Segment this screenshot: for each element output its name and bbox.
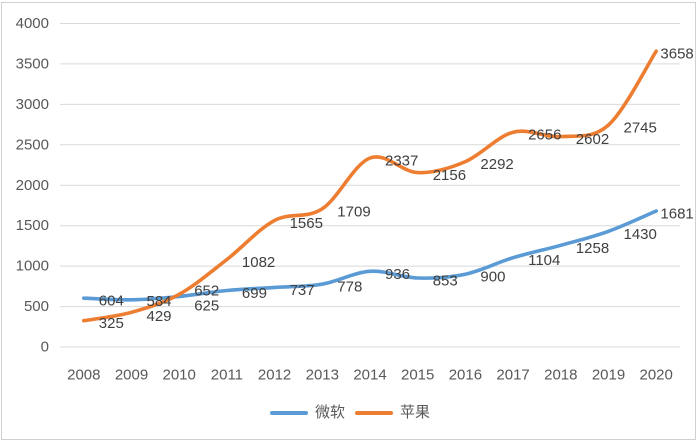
x-axis-label: 2016 xyxy=(449,367,482,384)
data-label: 936 xyxy=(385,266,410,283)
data-label: 652 xyxy=(194,282,219,299)
x-axis-label: 2020 xyxy=(640,367,673,384)
y-tick-label: 500 xyxy=(24,298,49,315)
x-axis-label: 2009 xyxy=(115,367,148,384)
data-label: 900 xyxy=(480,269,505,286)
y-tick-label: 0 xyxy=(41,339,49,356)
data-label: 2337 xyxy=(385,153,418,170)
y-tick-label: 1000 xyxy=(16,258,49,275)
data-label: 2656 xyxy=(528,127,561,144)
legend-label: 苹果 xyxy=(400,404,431,421)
data-label: 2292 xyxy=(480,156,513,173)
series-line-1 xyxy=(82,49,658,323)
legend-line-marker-icon xyxy=(269,411,308,415)
y-tick-label: 3500 xyxy=(16,55,49,72)
x-axis-label: 2018 xyxy=(544,367,577,384)
data-label: 853 xyxy=(433,273,458,290)
legend-label: 微软 xyxy=(314,404,345,421)
data-label: 325 xyxy=(99,315,124,332)
x-axis-label: 2010 xyxy=(163,367,196,384)
data-label: 1430 xyxy=(624,226,657,243)
data-label: 699 xyxy=(242,285,267,302)
data-label: 737 xyxy=(290,282,315,299)
data-label: 1104 xyxy=(528,252,560,269)
y-tick-label: 2500 xyxy=(16,136,49,153)
data-label: 2156 xyxy=(433,167,466,184)
legend-item-0: 微软 xyxy=(269,403,345,423)
series-line-0 xyxy=(82,209,658,302)
data-label: 3658 xyxy=(660,46,693,63)
y-tick-label: 1500 xyxy=(16,217,49,234)
data-label: 1709 xyxy=(337,203,370,220)
legend-line-marker-icon xyxy=(355,411,393,415)
data-label: 778 xyxy=(337,279,362,296)
data-label: 2602 xyxy=(576,131,609,148)
data-label: 2745 xyxy=(624,120,657,137)
x-axis-label: 2015 xyxy=(401,367,434,384)
data-label: 1565 xyxy=(290,215,323,232)
legend-item-1: 苹果 xyxy=(355,403,430,423)
y-tick-label: 4000 xyxy=(16,15,49,32)
x-axis-label: 2017 xyxy=(496,367,529,384)
y-tick-label: 2000 xyxy=(16,177,49,194)
data-label: 584 xyxy=(147,293,172,310)
data-label: 604 xyxy=(99,293,124,310)
data-label: 1258 xyxy=(576,240,609,257)
chart-legend: 微软 苹果 xyxy=(0,403,700,423)
x-axis-label: 2011 xyxy=(211,367,243,384)
x-axis-label: 2019 xyxy=(592,367,625,384)
data-label: 429 xyxy=(147,308,172,325)
x-axis-label: 2012 xyxy=(258,367,291,384)
data-label: 1082 xyxy=(242,254,275,271)
x-axis-label: 2008 xyxy=(67,367,100,384)
x-axis-label: 2013 xyxy=(306,367,339,384)
data-label: 625 xyxy=(194,297,219,314)
x-axis-label: 2014 xyxy=(353,367,386,384)
y-tick-label: 3000 xyxy=(16,96,49,113)
data-label: 1681 xyxy=(660,206,693,223)
